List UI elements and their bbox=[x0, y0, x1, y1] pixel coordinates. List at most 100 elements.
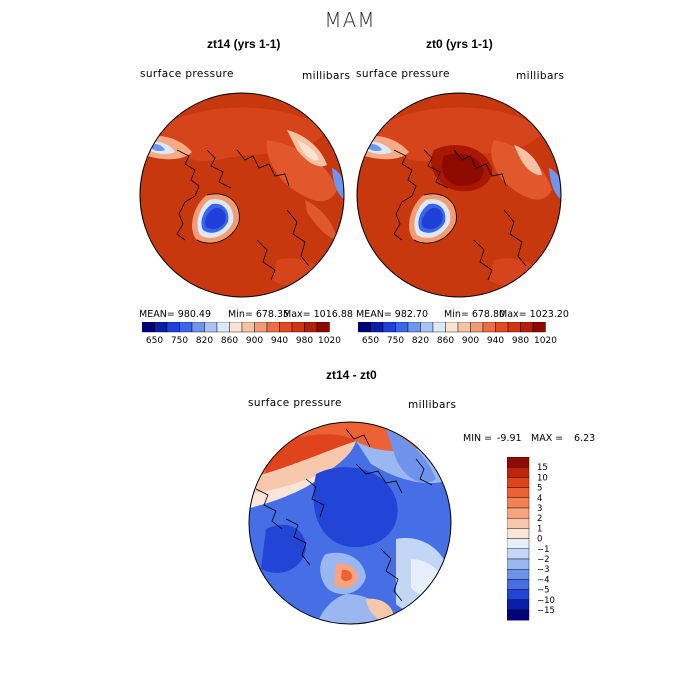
left-colorbar-swatch bbox=[141, 321, 155, 333]
right-colorbar-swatch bbox=[432, 321, 446, 333]
right-colorbar-swatch bbox=[482, 321, 496, 333]
left-panel-units: millibars bbox=[302, 70, 351, 82]
left-colorbar-tick-label: 860 bbox=[221, 336, 238, 346]
left-stat-min: Min= 678.35 bbox=[228, 309, 290, 320]
right-stat-max: Max= 1023.20 bbox=[499, 309, 569, 320]
diff-colorbar-tick-label: −2 bbox=[537, 555, 550, 565]
left-colorbar-swatch bbox=[179, 321, 193, 333]
diff-panel-units: millibars bbox=[408, 399, 457, 411]
right-stat-min: Min= 678.80 bbox=[444, 309, 506, 320]
right-polar-map bbox=[356, 92, 562, 298]
left-colorbar-tick-label: 1020 bbox=[318, 336, 341, 346]
diff-colorbar-swatch bbox=[506, 589, 530, 601]
diff-colorbar-swatch bbox=[506, 507, 530, 519]
diff-colorbar-swatch bbox=[506, 528, 530, 539]
right-colorbar-swatch bbox=[470, 321, 484, 333]
diff-colorbar-tick-label: −15 bbox=[537, 606, 555, 616]
left-colorbar-tick-label: 650 bbox=[146, 336, 163, 346]
left-colorbar-swatch bbox=[304, 321, 318, 333]
left-colorbar-swatch bbox=[166, 321, 180, 333]
diff-min-label: MIN = bbox=[463, 433, 493, 444]
diff-colorbar-tick-label: 0 bbox=[537, 535, 542, 545]
right-colorbar-swatch bbox=[395, 321, 409, 333]
diff-panel-variable: surface pressure bbox=[248, 397, 342, 409]
diff-colorbar-swatch bbox=[506, 599, 530, 611]
diff-colorbar-tick-label: −3 bbox=[537, 565, 550, 575]
left-colorbar-swatch bbox=[241, 321, 255, 333]
diff-max-value: 6.23 bbox=[574, 433, 596, 444]
right-panel-variable: surface pressure bbox=[356, 68, 450, 80]
right-colorbar-swatch bbox=[495, 321, 509, 333]
left-colorbar-swatch bbox=[229, 321, 243, 333]
diff-colorbar-tick-label: 15 bbox=[537, 463, 548, 473]
left-colorbar-tick-label: 940 bbox=[271, 336, 288, 346]
right-colorbar-swatch bbox=[532, 321, 546, 333]
right-colorbar-tick-label: 900 bbox=[462, 336, 479, 346]
right-panel-title: zt0 (yrs 1-1) bbox=[426, 37, 493, 51]
left-colorbar-swatch bbox=[266, 321, 280, 333]
right-panel-units: millibars bbox=[516, 70, 565, 82]
diff-colorbar-swatch bbox=[506, 477, 530, 488]
diff-colorbar: 15 10 5 4 3 2 1 0 −1 −2 −3 −4 −5 −10 −15 bbox=[506, 456, 567, 629]
diff-panel-title: zt14 - zt0 bbox=[326, 368, 377, 382]
diff-colorbar-swatch bbox=[506, 579, 530, 590]
diff-polar-map bbox=[248, 421, 452, 625]
left-colorbar-swatch bbox=[216, 321, 230, 333]
left-colorbar-swatch bbox=[291, 321, 305, 333]
diff-colorbar-swatch bbox=[506, 609, 530, 621]
left-colorbar-swatch bbox=[316, 321, 330, 333]
diff-colorbar-swatch bbox=[506, 548, 530, 560]
right-colorbar-swatch bbox=[457, 321, 471, 333]
left-colorbar-tick-label: 750 bbox=[171, 336, 188, 346]
diff-colorbar-swatch bbox=[506, 487, 530, 499]
figure-title: MAM bbox=[324, 8, 376, 32]
left-colorbar-swatch bbox=[154, 321, 168, 333]
diff-colorbar-tick-label: −1 bbox=[537, 545, 550, 555]
left-colorbar: 650 750 820 860 900 940 980 1020 bbox=[141, 321, 350, 357]
diff-colorbar-swatch bbox=[506, 568, 530, 580]
diff-colorbar-tick-label: 5 bbox=[537, 484, 542, 494]
left-colorbar-tick-label: 980 bbox=[296, 336, 313, 346]
right-stat-mean: MEAN= 982.70 bbox=[356, 309, 429, 320]
left-panel-title: zt14 (yrs 1-1) bbox=[207, 37, 281, 51]
diff-colorbar-tick-label: −5 bbox=[537, 586, 550, 596]
left-colorbar-swatch bbox=[204, 321, 218, 333]
right-colorbar-swatch bbox=[407, 321, 421, 333]
left-stat-mean: MEAN= 980.49 bbox=[139, 309, 212, 320]
left-colorbar-tick-label: 820 bbox=[196, 336, 213, 346]
diff-colorbar-tick-label: 1 bbox=[537, 524, 542, 534]
right-colorbar-swatch bbox=[520, 321, 534, 333]
left-colorbar-svg: 650 750 820 860 900 940 980 1020 bbox=[141, 321, 341, 346]
left-panel-variable: surface pressure bbox=[140, 68, 234, 80]
right-colorbar-tick-label: 1020 bbox=[534, 336, 557, 346]
right-colorbar: 650 750 820 860 900 940 980 1020 bbox=[357, 321, 566, 357]
right-colorbar-tick-label: 980 bbox=[512, 336, 529, 346]
diff-colorbar-tick-label: −4 bbox=[537, 575, 550, 585]
diff-colorbar-swatch bbox=[506, 497, 530, 509]
diff-min-value: -9.91 bbox=[497, 433, 522, 444]
diff-colorbar-swatch bbox=[506, 456, 530, 468]
diff-colorbar-swatch bbox=[506, 558, 530, 570]
left-colorbar-swatch bbox=[191, 321, 205, 333]
right-colorbar-swatch bbox=[507, 321, 521, 333]
left-polar-map bbox=[139, 92, 345, 298]
diff-max-label: MAX = bbox=[531, 433, 564, 444]
diff-colorbar-tick-label: 2 bbox=[537, 514, 542, 524]
diff-colorbar-tick-label: 3 bbox=[537, 504, 542, 514]
diff-colorbar-swatch bbox=[506, 518, 530, 529]
right-colorbar-tick-label: 860 bbox=[437, 336, 454, 346]
right-colorbar-swatch bbox=[370, 321, 384, 333]
diff-colorbar-swatch bbox=[506, 538, 530, 549]
right-colorbar-tick-label: 820 bbox=[412, 336, 429, 346]
diff-colorbar-tick-label: 10 bbox=[537, 473, 548, 483]
right-colorbar-swatch bbox=[420, 321, 434, 333]
diff-colorbar-tick-label: 4 bbox=[537, 494, 542, 504]
left-stat-max: Max= 1016.88 bbox=[283, 309, 353, 320]
left-colorbar-swatch bbox=[254, 321, 268, 333]
right-colorbar-svg: 650 750 820 860 900 940 980 1020 bbox=[357, 321, 557, 346]
left-colorbar-swatch bbox=[279, 321, 293, 333]
right-colorbar-swatch bbox=[445, 321, 459, 333]
right-colorbar-tick-label: 940 bbox=[487, 336, 504, 346]
right-colorbar-swatch bbox=[357, 321, 371, 333]
